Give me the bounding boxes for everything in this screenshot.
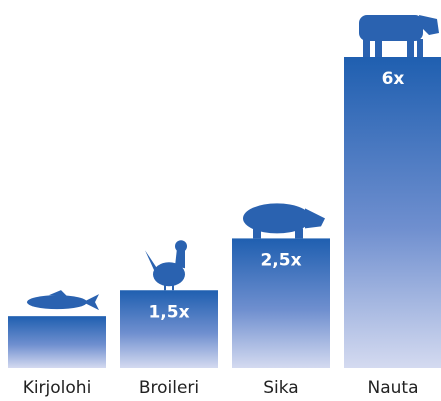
animal-icon bbox=[359, 15, 439, 57]
cow-legs bbox=[363, 39, 423, 57]
chicken-legs bbox=[164, 284, 174, 291]
bar bbox=[120, 290, 218, 368]
fish-body bbox=[27, 295, 87, 310]
x-tick-label: Nauta bbox=[368, 378, 419, 398]
cow-body bbox=[359, 15, 423, 41]
animal-icon bbox=[145, 240, 187, 291]
animal-icon bbox=[243, 203, 325, 239]
chicken-body bbox=[153, 262, 185, 287]
pig-head bbox=[305, 208, 325, 229]
bar bbox=[8, 316, 106, 368]
x-tick-label: Sika bbox=[263, 378, 298, 398]
chicken-neck bbox=[175, 248, 185, 269]
pig-legs bbox=[253, 228, 303, 239]
value-label: 6x bbox=[382, 69, 405, 89]
value-label: 2,5x bbox=[260, 250, 301, 270]
x-tick-label: Broileri bbox=[139, 378, 199, 398]
pig-body bbox=[243, 203, 311, 234]
chicken-tail bbox=[145, 250, 157, 273]
animal-icon bbox=[27, 290, 99, 311]
x-tick-label: Kirjolohi bbox=[23, 378, 92, 398]
cow-head bbox=[419, 15, 439, 35]
bar bbox=[232, 238, 330, 368]
fish-tail bbox=[83, 294, 99, 311]
fish-fin bbox=[49, 290, 67, 297]
chicken-head bbox=[175, 240, 187, 253]
value-label: 1,5x bbox=[148, 302, 189, 322]
bar bbox=[344, 57, 441, 368]
